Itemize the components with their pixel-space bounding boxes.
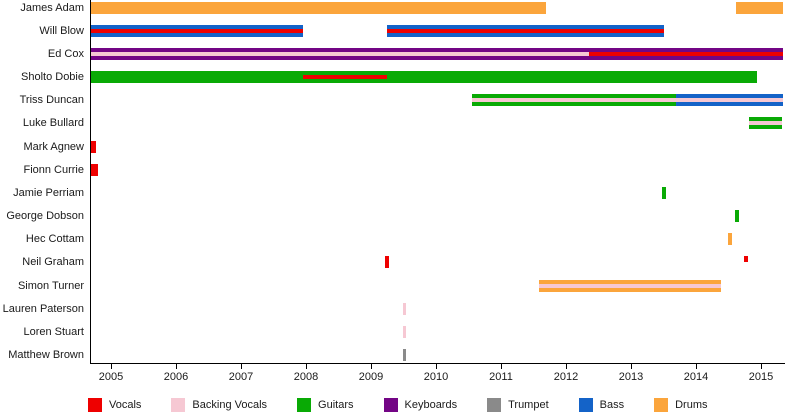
- timeline-segment: [402, 349, 407, 362]
- timeline-segment: [385, 256, 389, 269]
- legend-swatch-icon: [487, 398, 502, 412]
- timeline-segment: [91, 24, 304, 37]
- legend-swatch-icon: [297, 398, 312, 412]
- timeline-segment: [744, 256, 749, 263]
- timeline-segment: [661, 186, 666, 199]
- segment-stripe: [539, 283, 722, 288]
- axis-year-label: 2014: [683, 371, 709, 383]
- legend-label: Bass: [599, 399, 625, 411]
- member-label: Fionn Currie: [23, 163, 84, 176]
- axis-tick: [306, 364, 307, 369]
- segment-stripe: [589, 51, 783, 56]
- axis-year-label: 2012: [553, 371, 579, 383]
- segment-stripe: [303, 75, 387, 79]
- timeline-segment: [734, 210, 739, 223]
- legend-label: Drums: [675, 399, 708, 411]
- timeline-segment: [303, 71, 387, 83]
- timeline-segment: [402, 302, 407, 315]
- segment-stripe: [472, 98, 677, 103]
- legend-item: Trumpet: [487, 398, 549, 412]
- legend-swatch-icon: [383, 398, 398, 412]
- member-label: Mark Agnew: [23, 140, 84, 153]
- axis-year-label: 2005: [98, 371, 124, 383]
- legend-swatch-icon: [654, 398, 669, 412]
- member-label: Lauren Paterson: [2, 302, 84, 315]
- legend-item: Backing Vocals: [171, 398, 267, 412]
- timeline-segment: [749, 117, 782, 130]
- segment-stripe: [91, 51, 590, 56]
- segment-stripe: [386, 28, 664, 33]
- axis-tick: [176, 364, 177, 369]
- axis-tick: [501, 364, 502, 369]
- timeline-segment: [728, 233, 733, 246]
- legend-item: Drums: [654, 398, 708, 412]
- timeline-segment: [402, 325, 407, 338]
- timeline-segment: [539, 279, 722, 292]
- member-label: George Dobson: [6, 210, 84, 223]
- legend-label: Backing Vocals: [192, 399, 268, 411]
- plot-area: [90, 0, 785, 364]
- legend-item: Bass: [578, 398, 625, 412]
- axis-year-label: 2007: [228, 371, 254, 383]
- timeline-segment: [736, 1, 783, 14]
- legend-item: Keyboards: [383, 398, 458, 412]
- timeline-segment: [91, 47, 590, 60]
- member-label: Loren Stuart: [23, 325, 84, 338]
- axis-year-label: 2006: [163, 371, 189, 383]
- member-label: James Adam: [20, 1, 84, 14]
- legend-swatch-icon: [171, 398, 186, 412]
- legend-swatch-icon: [578, 398, 593, 412]
- axis-tick: [631, 364, 632, 369]
- legend-label: Guitars: [318, 399, 354, 411]
- segment-stripe: [749, 121, 782, 126]
- timeline-segment: [91, 140, 97, 153]
- segment-stripe: [676, 98, 783, 103]
- axis-year-label: 2015: [748, 371, 774, 383]
- member-label: Ed Cox: [47, 47, 84, 60]
- legend-item: Guitars: [297, 398, 354, 412]
- legend: Vocals Backing Vocals Guitars Keyboards Trum…: [88, 398, 708, 412]
- legend-label: Vocals: [109, 399, 142, 411]
- legend-item: Vocals: [88, 398, 141, 412]
- axis-tick: [111, 364, 112, 369]
- timeline-segment: [91, 163, 98, 176]
- axis-year-label: 2009: [358, 371, 384, 383]
- axis-tick: [566, 364, 567, 369]
- axis-year-label: 2013: [618, 371, 644, 383]
- axis-tick: [761, 364, 762, 369]
- member-label: Neil Graham: [22, 256, 84, 269]
- member-label: Hec Cottam: [25, 233, 84, 246]
- axis-tick: [241, 364, 242, 369]
- legend-swatch-icon: [88, 398, 102, 412]
- legend-label: Keyboards: [404, 399, 458, 411]
- timeline-segment: [91, 71, 304, 83]
- member-label: Matthew Brown: [8, 349, 84, 362]
- member-label: Triss Duncan: [19, 94, 84, 107]
- axis-year-label: 2010: [423, 371, 449, 383]
- member-label: Luke Bullard: [22, 117, 84, 130]
- legend-label: Trumpet: [508, 399, 549, 411]
- axis-tick: [696, 364, 697, 369]
- timeline-segment: [386, 71, 757, 83]
- timeline-segment: [472, 94, 677, 107]
- timeline-segment: [589, 47, 783, 60]
- member-label: Sholto Dobie: [21, 71, 84, 83]
- axis-tick: [371, 364, 372, 369]
- member-label: Will Blow: [39, 24, 84, 37]
- timeline-segment: [91, 1, 547, 14]
- axis-tick: [436, 364, 437, 369]
- member-label: Jamie Perriam: [13, 186, 84, 199]
- axis-year-label: 2011: [489, 371, 513, 383]
- axis-year-label: 2008: [293, 371, 319, 383]
- timeline-segment: [676, 94, 783, 107]
- timeline-segment: [386, 24, 664, 37]
- segment-stripe: [91, 28, 304, 33]
- member-label: Simon Turner: [17, 279, 84, 292]
